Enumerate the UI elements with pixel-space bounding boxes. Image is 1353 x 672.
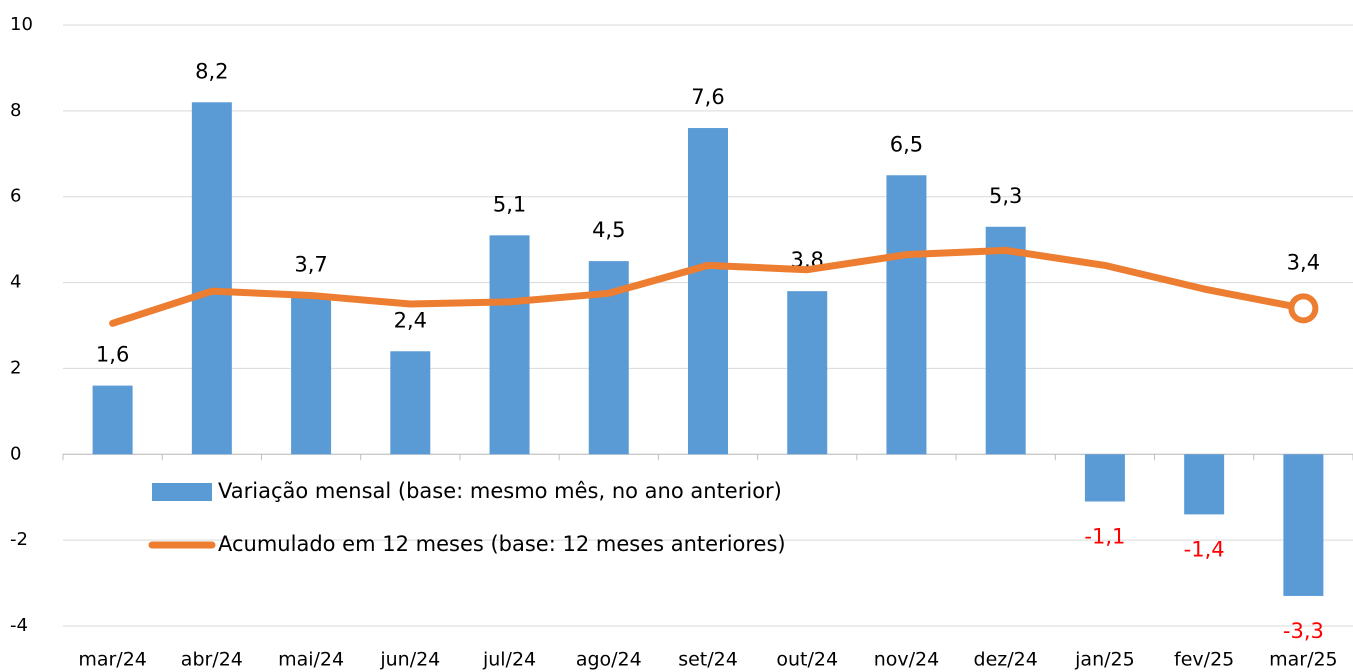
bar bbox=[489, 235, 530, 455]
y-tick-label: 6 bbox=[10, 186, 21, 207]
bar bbox=[787, 291, 828, 455]
x-tick-label: nov/24 bbox=[874, 649, 940, 671]
x-tick-label: mai/24 bbox=[278, 649, 344, 671]
line bbox=[109, 246, 1307, 327]
data-label: -1,1 bbox=[1084, 525, 1125, 549]
bar bbox=[886, 175, 927, 455]
data-label: 2,4 bbox=[394, 308, 427, 332]
bar bbox=[688, 128, 728, 455]
y-tick-label: 8 bbox=[10, 100, 21, 121]
legend-label: Acumulado em 12 meses (base: 12 meses an… bbox=[218, 532, 786, 556]
x-tick-label: mar/25 bbox=[1269, 649, 1338, 671]
data-label: 6,5 bbox=[890, 132, 923, 156]
bar bbox=[92, 385, 133, 455]
data-label: 3,7 bbox=[294, 252, 327, 276]
data-label: 5,3 bbox=[989, 184, 1022, 208]
data-label: -1,4 bbox=[1184, 537, 1225, 561]
legend-label: Variação mensal (base: mesmo mês, no ano… bbox=[218, 479, 782, 503]
x-tick-label: jul/24 bbox=[482, 649, 536, 671]
bar bbox=[1283, 454, 1324, 596]
data-label: 5,1 bbox=[493, 192, 526, 216]
legend-swatch bbox=[152, 483, 212, 501]
y-tick-label: -2 bbox=[10, 529, 28, 550]
bar bbox=[1084, 454, 1125, 502]
x-tick-label: ago/24 bbox=[576, 649, 642, 671]
x-tick-label: set/24 bbox=[678, 649, 738, 671]
y-tick-label: -4 bbox=[10, 615, 28, 636]
data-label: -3,3 bbox=[1283, 619, 1324, 643]
data-label: 8,2 bbox=[195, 59, 228, 83]
bar bbox=[291, 295, 332, 455]
data-label: 1,6 bbox=[96, 343, 129, 367]
x-tick-label: dez/24 bbox=[974, 649, 1038, 671]
x-tick-label: mar/24 bbox=[78, 649, 147, 671]
bar bbox=[985, 226, 1026, 455]
data-label: 4,5 bbox=[592, 218, 625, 242]
y-tick-label: 4 bbox=[10, 272, 21, 293]
bar bbox=[191, 102, 232, 455]
line-marker bbox=[1288, 293, 1319, 324]
x-tick-label: jan/25 bbox=[1074, 649, 1135, 671]
bar bbox=[1184, 454, 1225, 515]
x-tick-label: out/24 bbox=[776, 649, 838, 671]
x-tick-label: fev/25 bbox=[1174, 649, 1234, 671]
x-tick-label: jun/24 bbox=[379, 649, 440, 671]
data-label: 7,6 bbox=[691, 85, 724, 109]
y-tick-label: 10 bbox=[10, 14, 33, 35]
y-tick-label: 2 bbox=[10, 357, 21, 378]
y-tick-label: 0 bbox=[10, 443, 21, 464]
data-label: 3,4 bbox=[1287, 250, 1320, 274]
bar bbox=[390, 351, 431, 455]
x-tick-label: abr/24 bbox=[181, 649, 243, 671]
